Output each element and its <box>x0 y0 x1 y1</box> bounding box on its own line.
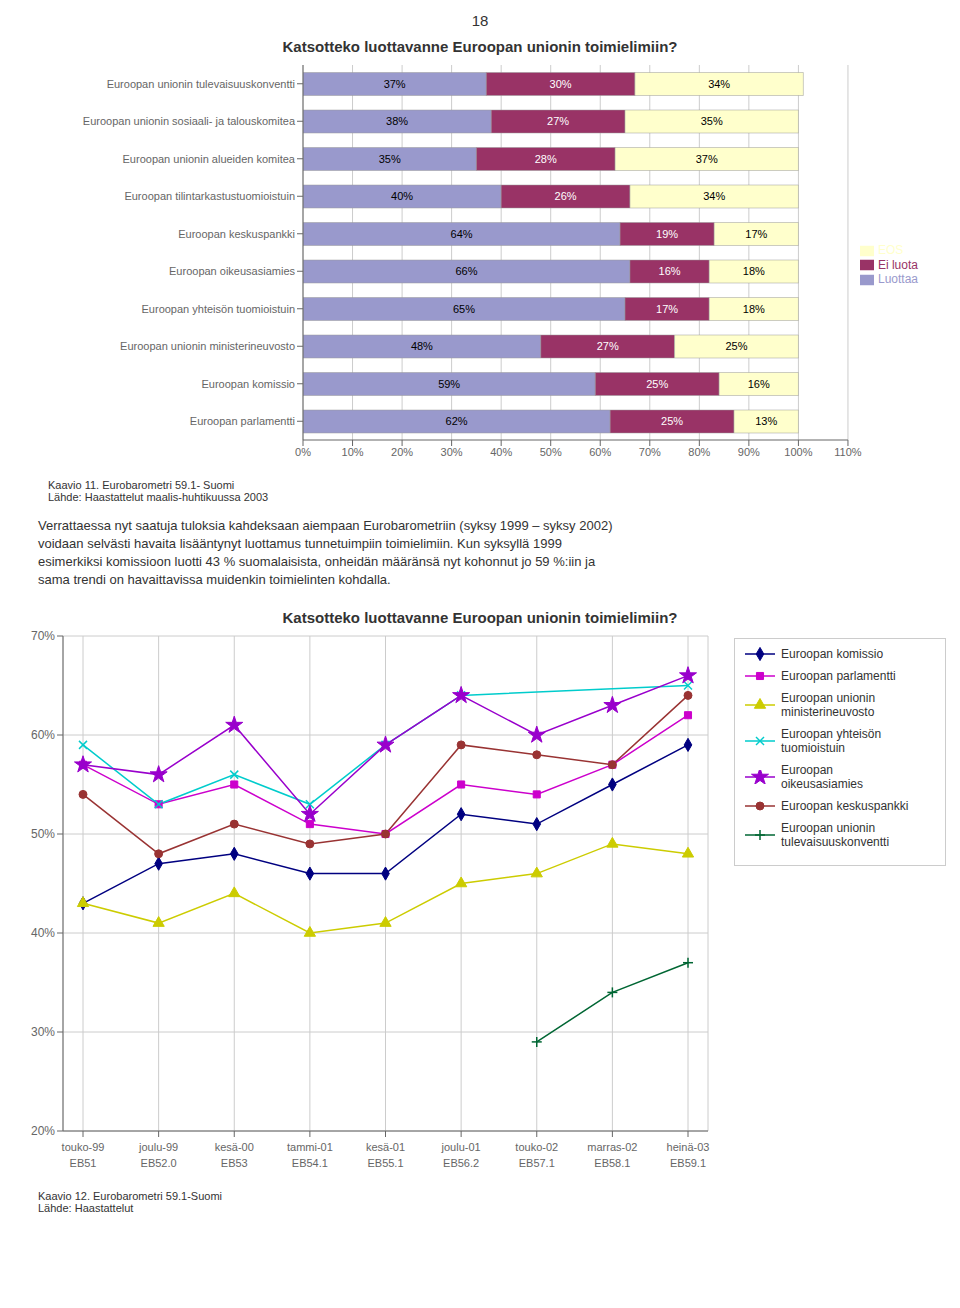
svg-text:37%: 37% <box>696 153 718 165</box>
svg-text:65%: 65% <box>453 303 475 315</box>
svg-text:0%: 0% <box>295 446 311 458</box>
svg-text:joulu-01EB56.2: joulu-01EB56.2 <box>441 1141 481 1169</box>
svg-text:touko-02EB57.1: touko-02EB57.1 <box>515 1141 558 1169</box>
svg-text:18%: 18% <box>743 303 765 315</box>
svg-text:50%: 50% <box>31 827 55 841</box>
svg-text:Euroopan unionin sosiaali- ja: Euroopan unionin sosiaali- ja talouskomi… <box>83 115 296 127</box>
html-text:Katsotteko luottavanne Euroopa: Katsotteko luottavanne Euroopan unionin … <box>282 38 678 55</box>
svg-text:13%: 13% <box>755 415 777 427</box>
svg-text:64%: 64% <box>451 228 473 240</box>
svg-text:17%: 17% <box>656 303 678 315</box>
svg-text:Euroopan yhteisön tuomioistuin: Euroopan yhteisön tuomioistuin <box>142 303 295 315</box>
svg-text:60%: 60% <box>589 446 611 458</box>
html-text:18: 18 <box>471 12 489 29</box>
html-text:Euroopan parlamentti: Euroopan parlamentti <box>781 669 896 683</box>
svg-text:joulu-99EB52.0: joulu-99EB52.0 <box>138 1141 178 1169</box>
svg-text:25%: 25% <box>725 340 747 352</box>
svg-text:30%: 30% <box>31 1025 55 1039</box>
svg-text:25%: 25% <box>646 378 668 390</box>
svg-text:kesä-00EB53: kesä-00EB53 <box>215 1141 254 1169</box>
html-text:Ei luota: Ei luota <box>878 257 918 272</box>
svg-text:kesä-01EB55.1: kesä-01EB55.1 <box>366 1141 405 1169</box>
svg-text:27%: 27% <box>547 115 569 127</box>
html-text:Euroopan oikeusasiamies: Euroopan oikeusasiamies <box>781 763 863 791</box>
svg-text:50%: 50% <box>540 446 562 458</box>
svg-text:17%: 17% <box>745 228 767 240</box>
svg-text:48%: 48% <box>411 340 433 352</box>
svg-text:16%: 16% <box>748 378 770 390</box>
svg-text:heinä-03EB59.1: heinä-03EB59.1 <box>667 1141 710 1169</box>
html-text:Verrattaessa nyt saatuja tulok: Verrattaessa nyt saatuja tuloksia kahdek… <box>38 518 613 587</box>
svg-text:tammi-01EB54.1: tammi-01EB54.1 <box>287 1141 333 1169</box>
html-text:EOS: EOS <box>878 242 904 257</box>
html-text:Kaavio 12. Eurobarometri 59.1-: Kaavio 12. Eurobarometri 59.1-Suomi Lähd… <box>38 1190 222 1214</box>
svg-text:80%: 80% <box>688 446 710 458</box>
svg-text:Euroopan unionin alueiden komi: Euroopan unionin alueiden komitea <box>123 153 296 165</box>
svg-text:30%: 30% <box>441 446 463 458</box>
svg-text:35%: 35% <box>701 115 723 127</box>
svg-text:34%: 34% <box>708 78 730 90</box>
svg-text:110%: 110% <box>834 446 862 458</box>
html-text:Euroopan unionin tulevaisuusko: Euroopan unionin tulevaisuuskonventti <box>781 821 890 849</box>
svg-text:27%: 27% <box>597 340 619 352</box>
html-text:Euroopan komissio: Euroopan komissio <box>781 647 884 661</box>
svg-text:62%: 62% <box>446 415 468 427</box>
svg-text:Euroopan unionin tulevaisuusko: Euroopan unionin tulevaisuuskonventti <box>107 78 295 90</box>
svg-text:20%: 20% <box>391 446 413 458</box>
svg-text:20%: 20% <box>31 1124 55 1138</box>
html-text:Euroopan keskuspankki: Euroopan keskuspankki <box>781 799 909 813</box>
svg-text:18%: 18% <box>743 265 765 277</box>
svg-text:19%: 19% <box>656 228 678 240</box>
svg-text:40%: 40% <box>391 190 413 202</box>
html-text:Euroopan unionin ministerineuv: Euroopan unionin ministerineuvosto <box>781 691 876 719</box>
html-text:Euroopan yhteisön tuomioistuin: Euroopan yhteisön tuomioistuin <box>781 727 882 755</box>
svg-text:59%: 59% <box>438 378 460 390</box>
html-text:Kaavio 11. Eurobarometri 59.1-: Kaavio 11. Eurobarometri 59.1- Suomi Läh… <box>48 479 269 503</box>
svg-text:35%: 35% <box>379 153 401 165</box>
svg-text:90%: 90% <box>738 446 760 458</box>
svg-text:66%: 66% <box>455 265 477 277</box>
svg-text:38%: 38% <box>386 115 408 127</box>
svg-text:30%: 30% <box>550 78 572 90</box>
svg-text:70%: 70% <box>31 629 55 643</box>
html-text:Luottaa: Luottaa <box>878 272 918 287</box>
svg-text:Euroopan komissio: Euroopan komissio <box>201 378 295 390</box>
svg-text:Euroopan parlamentti: Euroopan parlamentti <box>190 415 295 427</box>
svg-text:marras-02EB58.1: marras-02EB58.1 <box>587 1141 637 1169</box>
svg-text:100%: 100% <box>784 446 812 458</box>
svg-text:25%: 25% <box>661 415 683 427</box>
svg-text:26%: 26% <box>555 190 577 202</box>
svg-text:40%: 40% <box>31 926 55 940</box>
svg-text:10%: 10% <box>342 446 364 458</box>
svg-text:16%: 16% <box>659 265 681 277</box>
svg-text:Euroopan keskuspankki: Euroopan keskuspankki <box>178 228 295 240</box>
svg-text:Euroopan unionin ministerineuv: Euroopan unionin ministerineuvosto <box>120 340 295 352</box>
svg-text:28%: 28% <box>535 153 557 165</box>
svg-text:touko-99EB51: touko-99EB51 <box>62 1141 105 1169</box>
svg-text:60%: 60% <box>31 728 55 742</box>
svg-text:Euroopan oikeusasiamies: Euroopan oikeusasiamies <box>169 265 295 277</box>
svg-text:70%: 70% <box>639 446 661 458</box>
svg-text:34%: 34% <box>703 190 725 202</box>
svg-text:37%: 37% <box>384 78 406 90</box>
html-text:Katsotteko luottavanne Euroopa: Katsotteko luottavanne Euroopan unionin … <box>282 609 678 626</box>
svg-text:40%: 40% <box>490 446 512 458</box>
svg-text:Euroopan tilintarkastustuomioi: Euroopan tilintarkastustuomioistuin <box>124 190 295 202</box>
